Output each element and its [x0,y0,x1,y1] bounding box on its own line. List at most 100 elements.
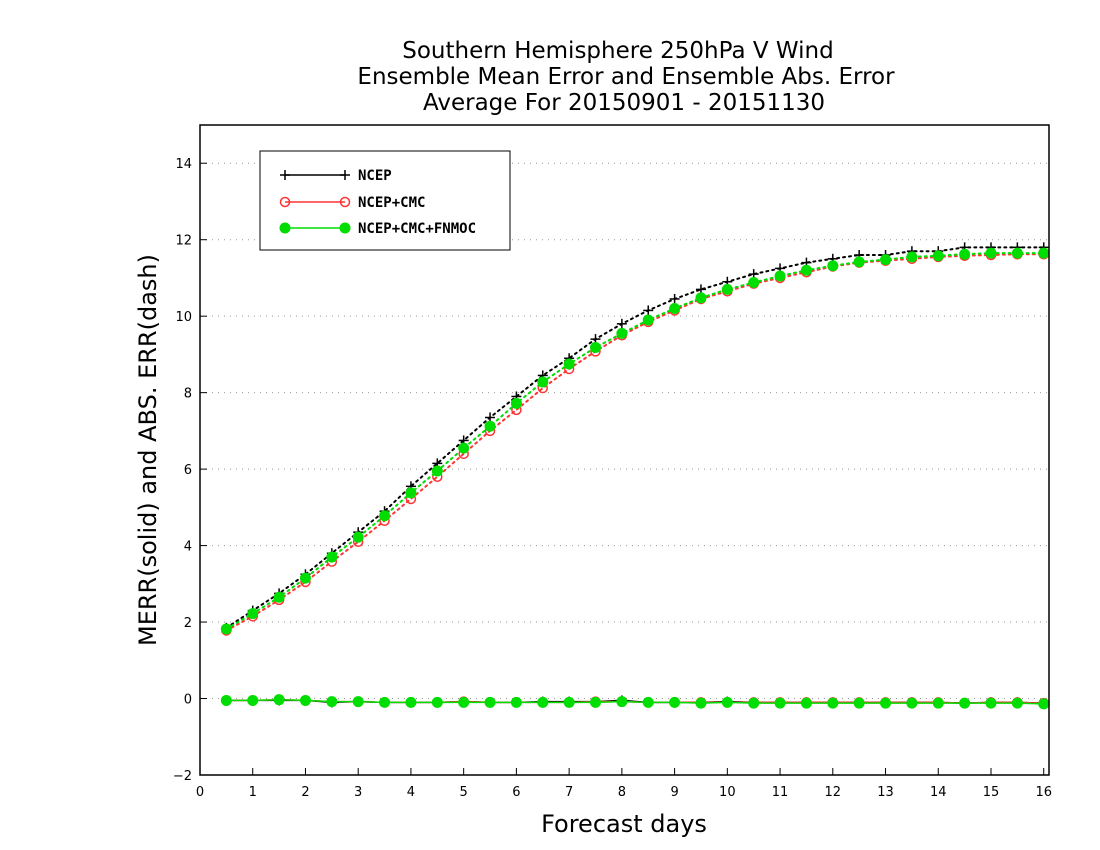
filled-circle-marker [405,487,417,499]
y-tick-label: 4 [184,540,192,555]
filled-circle-marker [247,694,259,706]
legend-label-ncep-cmc: NCEP+CMC [358,195,425,211]
y-tick-label: 2 [184,616,192,631]
abs-err-line-ncep-cmc [225,253,1045,632]
filled-circle-marker [616,696,628,708]
series-ncep-cmc-fnmoc [220,247,1050,710]
series-ncep-cmc [221,248,1049,709]
x-tick-label: 7 [565,785,573,800]
filled-circle-marker [405,696,417,708]
filled-circle-marker [748,697,760,709]
chart-title-line-3: Average For 20150901 - 20151130 [423,90,825,116]
filled-circle-marker [1038,247,1050,259]
filled-circle-marker [616,327,628,339]
filled-circle-marker [721,696,733,708]
filled-circle-marker [299,694,311,706]
filled-circle-marker [880,697,892,709]
filled-circle-marker [326,696,338,708]
filled-circle-marker [985,697,997,709]
x-tick-label: 4 [407,785,415,800]
plus-marker [643,305,654,316]
filled-circle-marker [1011,247,1023,259]
filled-circle-marker [431,465,443,477]
filled-circle-marker [774,697,786,709]
x-tick-label: 0 [196,785,204,800]
x-tick-label: 9 [670,785,678,800]
filled-circle-marker [431,696,443,708]
filled-circle-marker [273,694,285,706]
filled-circle-marker [853,256,865,268]
series-ncep [221,242,1049,709]
y-tick-label: 6 [184,463,192,478]
filled-circle-marker [906,697,918,709]
filled-circle-marker [352,531,364,543]
plus-marker [669,293,680,304]
filled-circle-marker [695,697,707,709]
open-circle-marker [339,196,351,208]
filled-circle-marker [959,697,971,709]
y-tick-label: 10 [175,310,192,325]
legend-entry-ncep: NCEP [280,168,392,184]
legend-entry-ncep-cmc: NCEP+CMC [279,195,425,211]
abs-err-line-ncep [225,246,1045,629]
legend-label-ncep: NCEP [358,168,392,184]
filled-circle-marker [510,397,522,409]
filled-circle-marker [537,376,549,388]
legend-box [259,150,511,251]
filled-circle-marker [800,264,812,276]
x-tick-label: 11 [772,785,789,800]
filled-circle-marker [853,697,865,709]
filled-circle-marker [774,270,786,282]
y-tick-label: 14 [175,157,192,172]
filled-circle-marker [510,696,522,708]
x-tick-label: 12 [825,785,842,800]
filled-circle-marker [906,251,918,263]
filled-circle-marker [642,696,654,708]
filled-circle-marker [273,591,285,603]
filled-circle-marker [589,342,601,354]
series-layer [220,242,1050,710]
filled-circle-marker [932,250,944,262]
filled-circle-marker [932,697,944,709]
filled-circle-marker [458,442,470,454]
x-tick-label: 13 [877,785,894,800]
x-tick-label: 14 [930,785,947,800]
filled-circle-marker [563,358,575,370]
filled-circle-marker [800,697,812,709]
x-tick-label: 3 [354,785,362,800]
x-tick-label: 5 [460,785,468,800]
y-tick-label: 0 [184,693,192,708]
filled-circle-marker [827,697,839,709]
y-tick-label: −2 [173,769,192,784]
x-axis-label: Forecast days [541,810,707,838]
legend-marker-plus [280,170,350,180]
filled-circle-marker [959,248,971,260]
filled-circle-marker [220,623,232,635]
legend-entry-ncep-cmc-fnmoc: NCEP+CMC+FNMOC [279,221,476,237]
filled-circle-marker [279,222,291,234]
y-axis-label: MERR(solid) and ABS. ERR(dash) [134,254,162,646]
chart-title-line-1: Southern Hemisphere 250hPa V Wind [402,38,833,64]
y-axis: −2 0 2 4 6 8 10 12 14 [173,157,207,784]
abs-err-line-ncep-cmc-fnmoc [225,252,1045,630]
x-tick-label: 10 [719,785,736,800]
filled-circle-marker [669,303,681,315]
legend-marker-filled-circle [279,222,351,234]
filled-circle-marker [563,696,575,708]
x-tick-label: 1 [249,785,257,800]
filled-circle-marker [339,222,351,234]
filled-circle-marker [1011,697,1023,709]
filled-circle-marker [379,696,391,708]
filled-circle-marker [379,510,391,522]
filled-circle-marker [721,283,733,295]
filled-circle-marker [1038,698,1050,710]
legend: NCEP NCEP+CMC NCEP+CMC+FNMOC [259,150,511,251]
filled-circle-marker [484,420,496,432]
plus-marker [616,318,627,329]
filled-circle-marker [247,608,259,620]
filled-circle-marker [299,572,311,584]
x-tick-label: 6 [512,785,520,800]
filled-circle-marker [589,696,601,708]
filled-circle-marker [484,696,496,708]
